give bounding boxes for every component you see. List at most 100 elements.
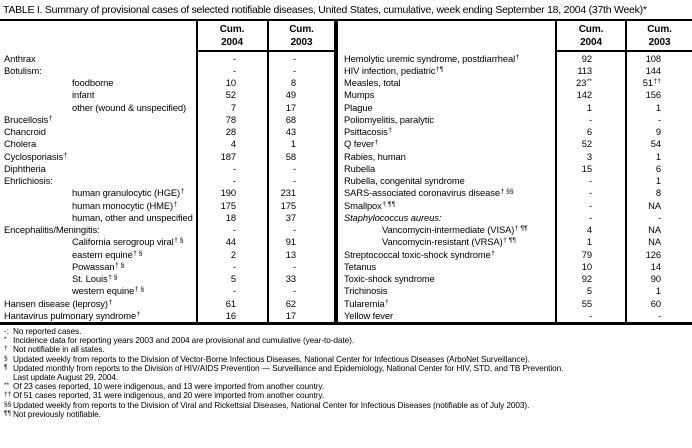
disease-label: human, other and unspecified xyxy=(72,211,193,223)
cum-2003-value: 1 xyxy=(290,138,296,150)
cum-2004-value: 4 xyxy=(230,138,236,150)
footnote-marker: † ¶¶ xyxy=(514,225,528,232)
footnote-marker: † xyxy=(180,188,185,196)
cum-2004-value: - xyxy=(232,285,236,297)
cum-2004-value: 5 xyxy=(586,285,592,297)
footnote-marker: †† xyxy=(653,78,661,85)
disease-label: Measles, total xyxy=(344,77,401,88)
cum-2003-value: 17 xyxy=(285,101,296,113)
cum-2004-value: 52 xyxy=(225,89,236,101)
cum-2003-value: - xyxy=(292,175,296,186)
cum-2003-value: 51†† xyxy=(642,77,661,88)
disease-label: Tetanus xyxy=(344,260,377,272)
cum-2003-value: 108 xyxy=(645,52,661,64)
cum-2003-value: - xyxy=(292,285,296,297)
cum-2003-value: - xyxy=(292,224,296,235)
disease-label: Tularemia† xyxy=(344,297,389,309)
disease-label: Botulism: xyxy=(4,64,42,76)
disease-label: Cholera xyxy=(4,138,37,150)
cum-2003-value: 1 xyxy=(655,101,661,113)
footnote: ** Of 23 cases reported, 10 were indigeno… xyxy=(4,382,690,391)
disease-label: Diphtheria xyxy=(4,162,46,174)
cum-2004-value: 92 xyxy=(581,52,592,64)
cum-2003-value: - xyxy=(657,113,661,125)
table-row: Powassan† § - - Tetanus 10 14 xyxy=(0,261,692,273)
cum-2003-value: 54 xyxy=(650,138,661,150)
table-half-separator xyxy=(334,19,338,324)
cum-2003-value: 43 xyxy=(285,126,296,137)
cum-2004-value: 78 xyxy=(225,113,236,125)
cum-2004-value: - xyxy=(588,309,592,321)
cum-2003-value: 49 xyxy=(285,89,296,101)
cum-2004-value: - xyxy=(232,224,236,235)
cum-2004-value: - xyxy=(588,211,592,223)
cum-2004-value: 190 xyxy=(220,187,236,199)
cum-label: Cum. xyxy=(647,24,672,35)
cum-2004-value: 23** xyxy=(575,77,592,88)
cum-2004-value: 18 xyxy=(225,211,236,223)
table-title: TABLE I. Summary of provisional cases of… xyxy=(3,4,647,16)
cum-2003-value: 6 xyxy=(655,162,661,174)
cum-2004-value: - xyxy=(232,52,236,64)
left-column-divider xyxy=(267,19,269,324)
cum-2004-value: 3 xyxy=(586,150,592,162)
cum-2003-value: - xyxy=(292,162,296,174)
disease-label: infant xyxy=(72,89,95,101)
cum-2004-value: 2 xyxy=(230,248,236,260)
cum-2004-value: 6 xyxy=(586,126,592,137)
left-cum2004-left-border xyxy=(196,19,198,324)
table-row: western equine† § - - Trichinosis 5 1 xyxy=(0,285,692,297)
footnote-text: Updated monthly from reports to the Divi… xyxy=(13,362,564,373)
footnote-text: Updated weekly from reports to the Divis… xyxy=(13,399,530,410)
footnote: ¶¶ Not previously notifiable. xyxy=(4,409,690,419)
footnote-marker: † xyxy=(63,151,68,159)
table-row: eastern equine† § 2 13 Streptococcal toxic-… xyxy=(0,249,692,261)
cum-2004-value: - xyxy=(588,113,592,125)
footnote-marker: † xyxy=(48,114,53,122)
table-row: Hansen disease (leprosy)† 61 62 Tularemia† 5… xyxy=(0,298,692,310)
disease-label: SARS-associated coronavirus disease† §§ xyxy=(344,187,514,199)
cum-2003-value: 91 xyxy=(285,236,296,248)
year-label: 2004 xyxy=(580,37,602,48)
footnote-text: Not notifiable in all states. xyxy=(13,344,105,355)
cum-2004-value: - xyxy=(588,199,592,211)
disease-label: Hemolytic uremic syndrome, postdiarrheal… xyxy=(344,52,520,64)
cum-2003-value: 175 xyxy=(280,199,296,211)
footnote-text: Of 51 cases reported, 31 were indigenous… xyxy=(13,390,325,401)
disease-label: Hantavirus pulmonary syndrome† xyxy=(4,309,141,321)
disease-label: Hansen disease (leprosy)† xyxy=(4,297,113,309)
disease-label: human granulocytic (HGE)† xyxy=(72,187,185,199)
cum-2004-value: 55 xyxy=(581,297,592,309)
cum-2003-value: 14 xyxy=(650,260,661,272)
cum-2004-value: 52 xyxy=(581,138,592,150)
cum-2004-value: 5 xyxy=(230,273,236,284)
table-row: Botulism: - - HIV infection, pediatric†¶ 113… xyxy=(0,65,692,77)
cum-2004-value: 92 xyxy=(581,273,592,284)
cum-2004-value: - xyxy=(232,260,236,272)
cum-2004-value: 15 xyxy=(581,162,592,174)
disease-label: Yellow fever xyxy=(344,309,394,321)
table-row: Hantavirus pulmonary syndrome† 16 17 Yellow… xyxy=(0,310,692,322)
table-row: Anthrax - - Hemolytic uremic syndrome, post… xyxy=(0,53,692,65)
footnote-marker: † § xyxy=(174,237,184,245)
footnote-marker: §§ xyxy=(4,400,12,408)
footnote-marker: ** xyxy=(4,382,9,390)
footnote-marker: † xyxy=(173,200,178,208)
disease-label: Rabies, human xyxy=(344,150,406,162)
cum-2003-value: 62 xyxy=(285,297,296,309)
cum-label: Cum. xyxy=(219,24,245,35)
disease-label: Chancroid xyxy=(4,126,46,137)
table-row: other (wound & unspecified) 7 17 Plague 1 1 xyxy=(0,102,692,114)
footnote-marker: † xyxy=(374,139,379,147)
footnote-marker: ** xyxy=(586,78,592,85)
table-row: Encephalitis/Meningitis: - - Vancomycin-int… xyxy=(0,224,692,236)
footnote-marker: †† xyxy=(4,391,12,399)
cum-2004-value: 79 xyxy=(581,248,592,260)
table-row: Brucellosis† 78 68 Poliomyelitis, paralytic… xyxy=(0,114,692,126)
footnote-text: No reported cases. xyxy=(13,326,82,336)
cum-2003-value: 231 xyxy=(280,187,296,199)
footnote-marker: † xyxy=(136,310,141,318)
footnote-marker: † xyxy=(515,53,520,61)
cum-2003-value: 1 xyxy=(655,285,661,297)
footnote: § Updated weekly from reports to the Divi… xyxy=(4,354,690,364)
